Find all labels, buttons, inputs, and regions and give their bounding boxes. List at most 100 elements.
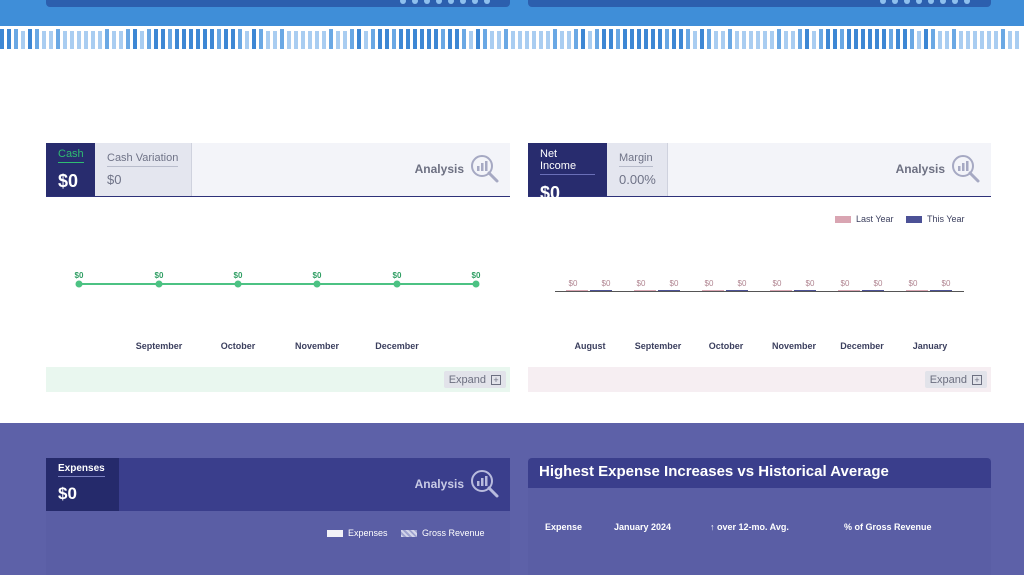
cash-variation-label: Cash Variation [107,152,179,167]
stripe [672,29,676,49]
net-income-data-label: $0 [908,279,918,288]
stripe [434,29,438,49]
net-income-bar[interactable] [590,290,612,291]
stripe [413,29,417,49]
stripe [882,29,886,49]
net-income-data-label: $0 [636,279,646,288]
stripe [70,31,74,49]
stripe [196,29,200,49]
stripe [896,29,900,49]
stripe [7,29,11,49]
magnifier-chart-icon [951,154,981,184]
cash-expand-button[interactable]: Expand + [443,371,506,388]
stripe [525,31,529,49]
net-income-panel-header: Net Income $0 Margin 0.00% Analysis [528,143,991,203]
stripe [168,29,172,49]
stripe [735,31,739,49]
net-income-data-label: $0 [737,279,747,288]
net-income-bar[interactable] [862,290,884,291]
stripe [721,31,725,49]
stripe [574,29,578,49]
net-income-expand-button[interactable]: Expand + [924,371,987,388]
stripe [707,29,711,49]
top-card-right-edge [528,0,991,7]
stripe [273,31,277,49]
net-income-bar[interactable] [726,290,748,291]
legend-label-expenses: Expenses [348,528,388,538]
net-income-bar[interactable] [838,290,860,291]
net-income-bar[interactable] [906,290,928,291]
stripe [924,29,928,49]
stripe [63,31,67,49]
expenses-value: $0 [58,484,77,503]
cash-panel-footer: Expand + [46,367,510,392]
net-income-expand-label: Expand [929,373,967,386]
stripe [952,29,956,49]
stripe [322,31,326,49]
cash-panel-header: Cash $0 Cash Variation $0 Analysis [46,143,510,197]
stripe [483,29,487,49]
net-income-x-tick-label: October [708,341,744,351]
decorative-stripes [0,29,1024,49]
net-income-analysis-label: Analysis [895,162,945,176]
net-income-data-label: $0 [669,279,679,288]
stripe [980,31,984,49]
cash-variation-kpi[interactable]: Cash Variation $0 [95,143,192,196]
stripe [1001,29,1005,49]
expenses-panel-header: Expenses $0 Analysis [46,458,510,511]
net-income-bar[interactable] [634,290,656,291]
cash-analysis-button[interactable]: Analysis [415,154,500,184]
net-income-bar[interactable] [566,290,588,291]
stripe [210,29,214,49]
stripe [154,29,158,49]
net-income-data-label: $0 [873,279,883,288]
net-income-label: Net Income [540,148,595,175]
net-income-x-tick-label: November [771,341,817,351]
net-income-bar[interactable] [794,290,816,291]
stripe [77,31,81,49]
stripe [609,29,613,49]
cash-data-point[interactable] [472,280,480,288]
stripe [532,31,536,49]
stripe [112,31,116,49]
col-header-january-2024[interactable]: January 2024 [614,522,672,532]
stripe [336,31,340,49]
legend-swatch-this-year [906,215,922,223]
cash-data-point[interactable] [75,280,83,288]
stripe [231,29,235,49]
stripe [280,29,284,49]
stripe [938,31,942,49]
net-income-bar[interactable] [770,290,792,291]
stripe [791,31,795,49]
col-header-expense[interactable]: Expense [545,522,583,532]
stripe [763,31,767,49]
net-income-bar[interactable] [658,290,680,291]
stripe [189,29,193,49]
cash-data-point[interactable] [313,280,321,288]
stripe [56,29,60,49]
net-income-data-label: $0 [568,279,578,288]
net-income-analysis-button[interactable]: Analysis [896,154,981,184]
stripe [294,31,298,49]
net-income-bar[interactable] [930,290,952,291]
cash-data-point[interactable] [234,280,242,288]
stripe [252,29,256,49]
stripe [756,31,760,49]
stripe [217,29,221,49]
expenses-analysis-button[interactable]: Analysis [415,469,500,499]
stripe [357,29,361,49]
cash-data-point[interactable] [393,280,401,288]
stripe [889,29,893,49]
net-income-data-label: $0 [601,279,611,288]
stripe [308,31,312,49]
cash-data-point[interactable] [155,280,163,288]
margin-kpi[interactable]: Margin 0.00% [607,143,668,196]
stripe [371,29,375,49]
stripe [567,31,571,49]
cash-x-tick-label: September [135,341,183,351]
net-income-bar[interactable] [702,290,724,291]
stripe [777,29,781,49]
top-banner [0,0,1024,26]
col-header-pct-gross-revenue[interactable]: % of Gross Revenue [844,522,932,532]
col-header-over-avg[interactable]: ↑ over 12-mo. Avg. [710,522,789,532]
